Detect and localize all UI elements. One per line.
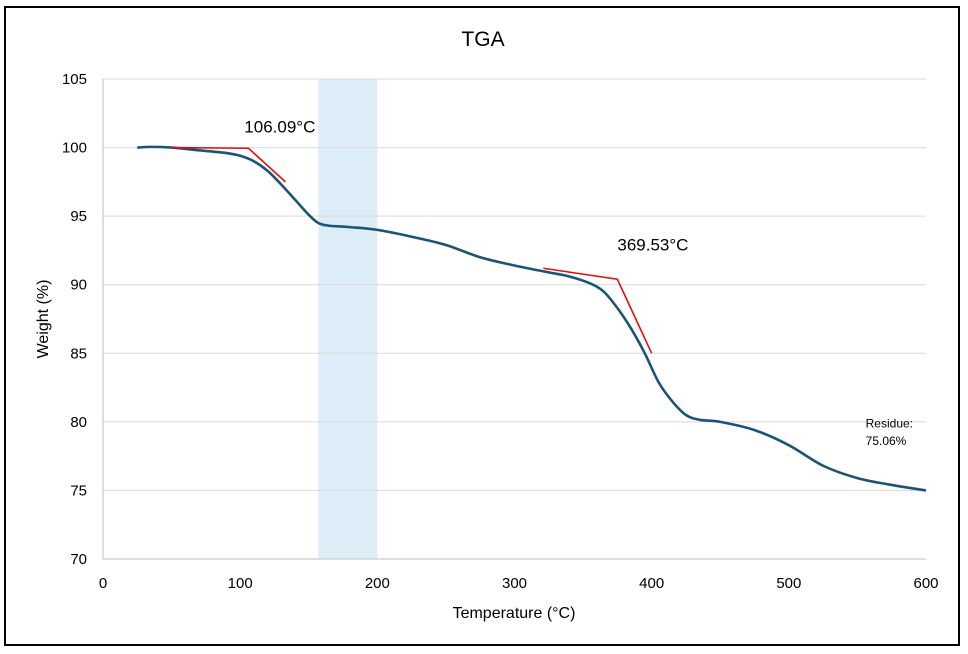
- series-line-0: [137, 145, 927, 492]
- chart-title: TGA: [461, 28, 504, 51]
- axes: [102, 79, 926, 560]
- tangent-line-0: [171, 146, 286, 183]
- annotation-3: 75.06%: [866, 434, 907, 448]
- x-axis-title: Temperature (°C): [453, 605, 576, 622]
- y-tick-label-105: 105: [62, 71, 87, 88]
- y-axis-title: Weight (%): [35, 280, 52, 359]
- x-tick-label-0: 0: [99, 575, 107, 592]
- grid-lines: [103, 78, 926, 491]
- y-tick-label-95: 95: [70, 208, 87, 225]
- series-layer: [137, 145, 927, 492]
- x-tick-label-200: 200: [365, 575, 390, 592]
- annotation-1: 369.53°C: [617, 235, 688, 254]
- x-tick-label-300: 300: [502, 575, 527, 592]
- annotation-0: 106.09°C: [244, 117, 315, 136]
- x-tick-label-400: 400: [639, 575, 664, 592]
- y-tick-label-70: 70: [70, 551, 87, 568]
- y-tick-label-85: 85: [70, 345, 87, 362]
- tangent-line-1: [543, 267, 653, 354]
- x-tick-label-500: 500: [776, 575, 801, 592]
- highlight-band: [318, 79, 378, 559]
- annotation-2: Residue:: [866, 416, 913, 430]
- tangent-layer: [171, 146, 653, 354]
- y-tick-label-80: 80: [70, 414, 87, 431]
- x-tick-label-600: 600: [913, 575, 938, 592]
- tick-labels: 0 100 200 300 400 500 600 70 75 80 85 90 95 100 105: [62, 71, 939, 592]
- chart-frame: [4, 6, 960, 646]
- annotations: 106.09°C 369.53°C Residue: 75.06%: [244, 117, 913, 448]
- y-tick-label-100: 100: [62, 140, 87, 157]
- y-tick-label-75: 75: [70, 482, 87, 499]
- y-tick-label-90: 90: [70, 277, 87, 294]
- x-tick-label-100: 100: [228, 575, 253, 592]
